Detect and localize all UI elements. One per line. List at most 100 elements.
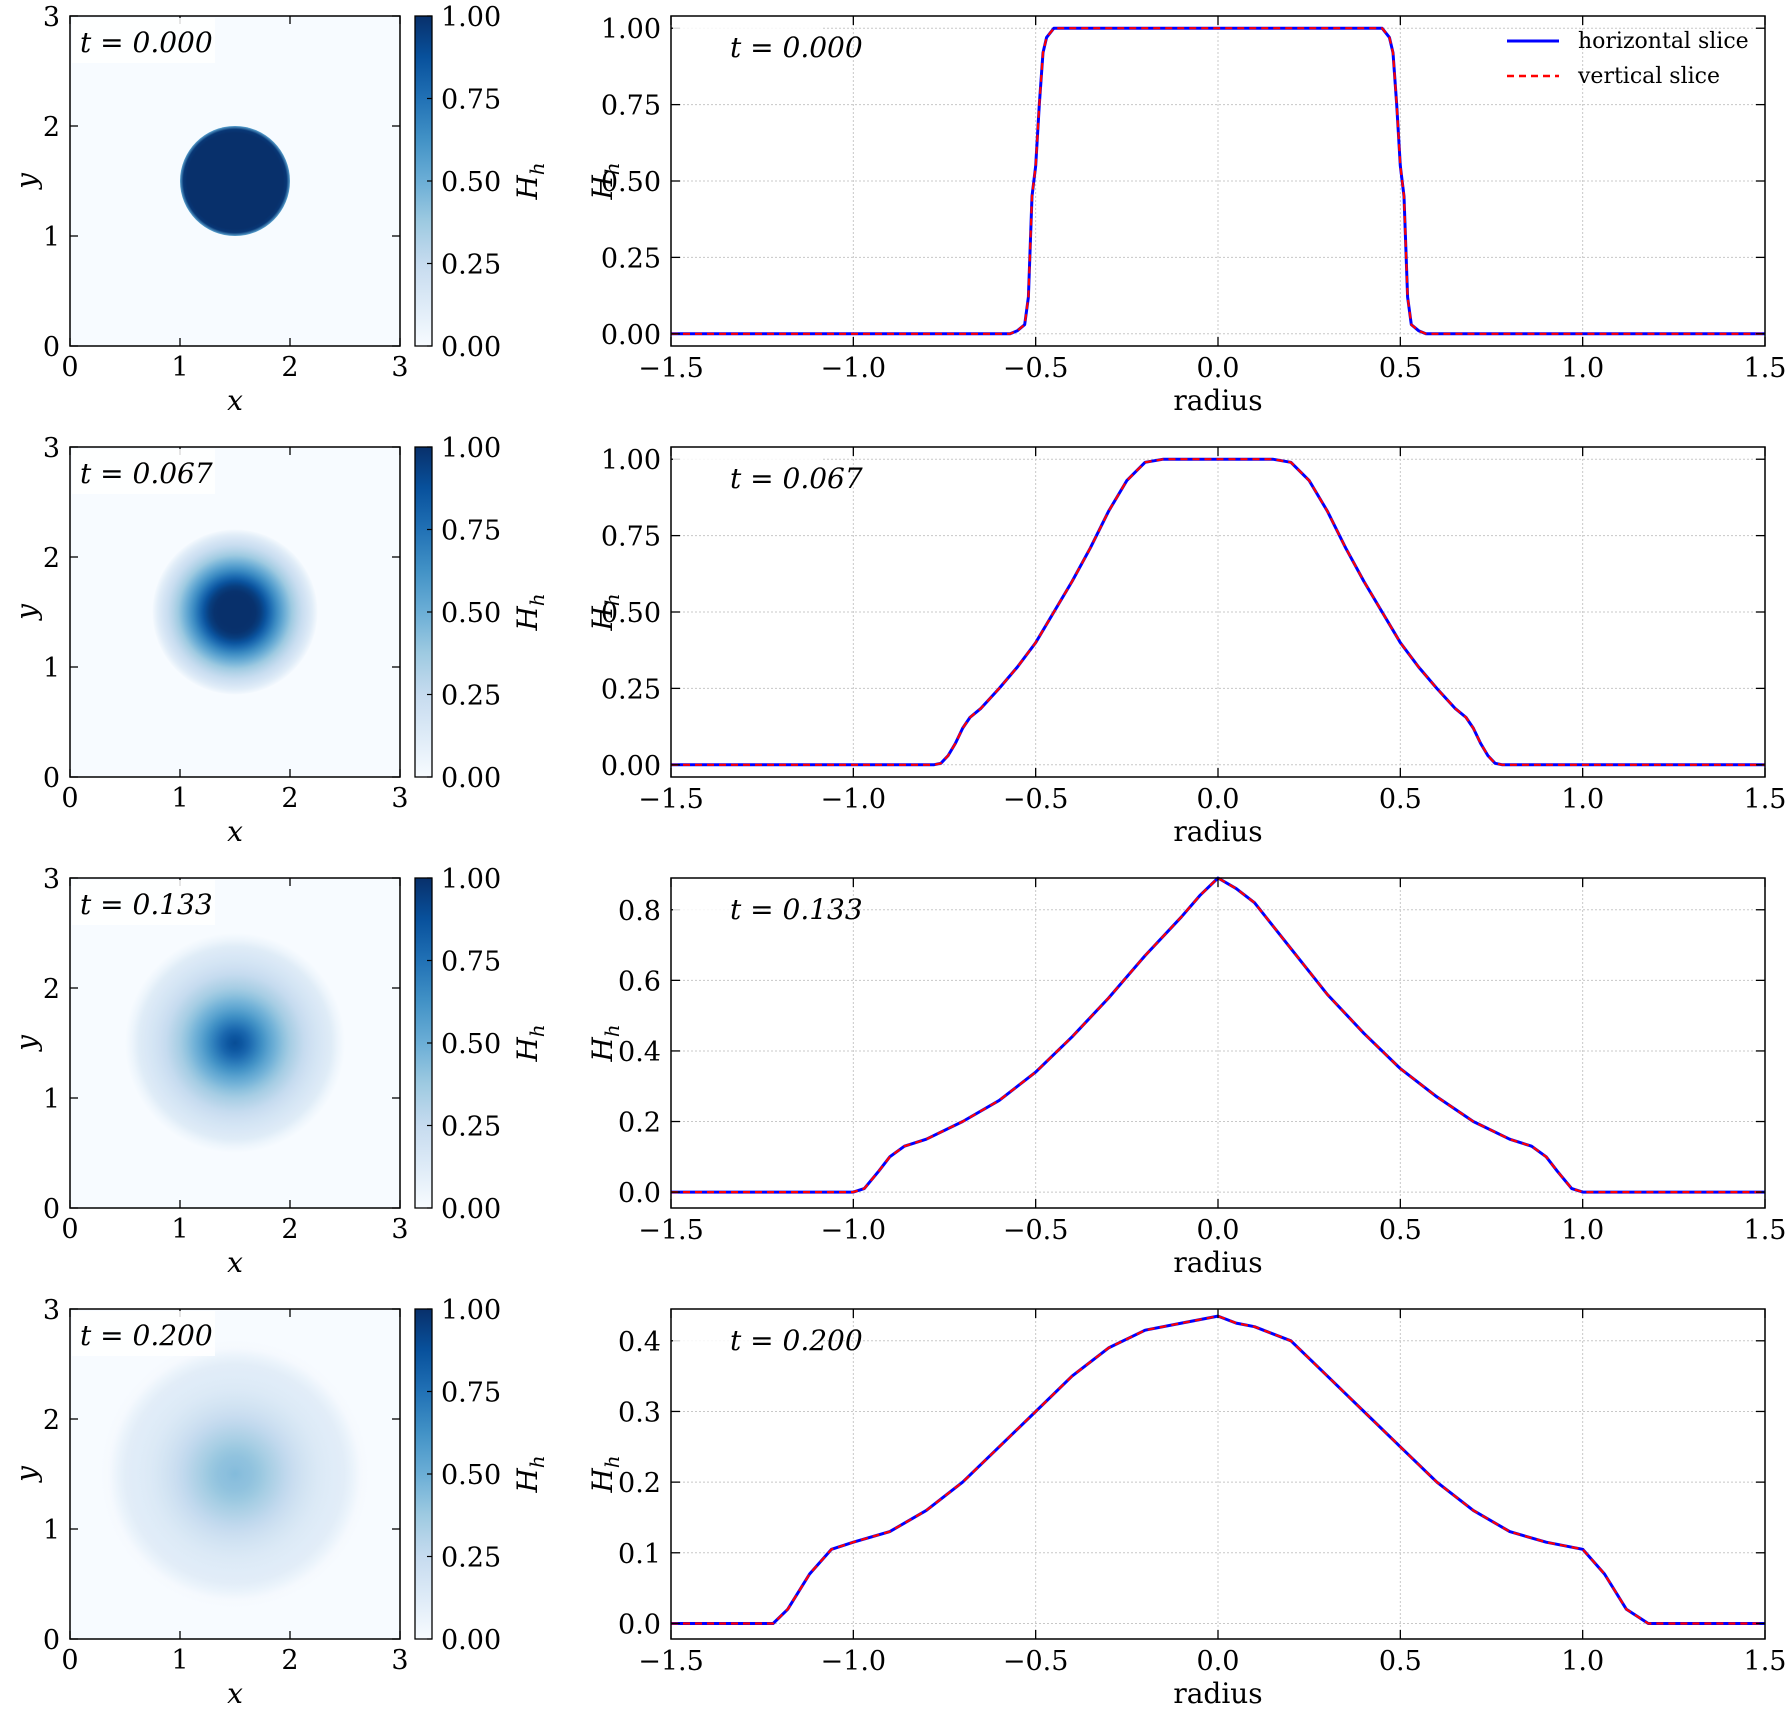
x-tick-label: 0 xyxy=(61,783,78,814)
x-tick-label: 0.5 xyxy=(1379,353,1422,384)
y-tick-label: 1 xyxy=(43,1084,60,1115)
x-axis-label: x xyxy=(227,384,243,417)
y-tick-label: 2 xyxy=(43,112,60,143)
y-tick-label: 3 xyxy=(43,1295,60,1326)
x-tick-label: 2 xyxy=(281,352,298,383)
x-tick-label: −1.5 xyxy=(638,784,704,815)
y-tick-label: 1 xyxy=(43,222,60,253)
x-tick-label: −0.5 xyxy=(1003,353,1069,384)
colorbar-label: Hh xyxy=(511,1455,549,1493)
time-label: t = 0.067 xyxy=(730,462,863,495)
time-label-box xyxy=(72,449,215,494)
line-panel-3: −1.5 −1.0 −0.5 0.0 0.5 1.0 1.5 0.0 0.1 0.2 0.3 0.4 r… xyxy=(586,1308,1787,1710)
y-axis-label: y xyxy=(10,603,43,622)
colorbar-tick-label: 1.00 xyxy=(441,2,501,33)
x-tick-label: −1.5 xyxy=(638,1215,704,1246)
colorbar-label: Hh xyxy=(511,1024,549,1062)
y-tick-label: 0.0 xyxy=(618,1178,661,1209)
y-axis-label: Hh xyxy=(586,593,624,631)
y-tick-label: 0.2 xyxy=(618,1108,661,1139)
time-label: t = 0.067 xyxy=(80,457,213,490)
y-tick-label: 0.1 xyxy=(618,1539,661,1570)
colorbar-tick-label: 1.00 xyxy=(441,864,501,895)
colorbar-tick-label: 0.75 xyxy=(441,1378,501,1409)
legend: horizontal slice vertical slice xyxy=(1507,29,1749,89)
x-tick-label: 1.5 xyxy=(1744,1646,1787,1677)
y-tick-label: 0.00 xyxy=(601,751,661,782)
x-tick-label: 0.5 xyxy=(1379,784,1422,815)
x-axis-label: radius xyxy=(1173,384,1262,417)
x-tick-label: −0.5 xyxy=(1003,1646,1069,1677)
heatmap-blob xyxy=(125,933,345,1153)
y-tick-label: 0.0 xyxy=(618,1609,661,1640)
x-tick-label: −0.5 xyxy=(1003,1215,1069,1246)
x-tick-label: 2 xyxy=(281,1214,298,1245)
x-tick-label: −1.0 xyxy=(821,784,887,815)
y-tick-label: 3 xyxy=(43,864,60,895)
x-tick-label: 1 xyxy=(171,352,188,383)
y-tick-label: 0.4 xyxy=(618,1037,661,1068)
y-tick-label: 1.00 xyxy=(601,445,661,476)
line-panel-2: −1.5 −1.0 −0.5 0.0 0.5 1.0 1.5 0.0 0.2 0.4 0.6 0.8 r… xyxy=(586,876,1786,1279)
time-label-box xyxy=(72,18,215,63)
x-tick-label: −1.5 xyxy=(638,1646,704,1677)
colorbar-tick-label: 0.50 xyxy=(441,1029,501,1060)
colorbar-tick-label: 0.00 xyxy=(441,332,501,363)
y-tick-label: 0.3 xyxy=(618,1397,661,1428)
series-vertical-slice xyxy=(671,876,1765,1194)
x-tick-label: 1.0 xyxy=(1561,1215,1604,1246)
heatmap-frame xyxy=(69,1308,401,1640)
x-axis-label: x xyxy=(227,1677,243,1710)
x-tick-label: 3 xyxy=(391,1214,408,1245)
colorbar-tick-label: 0.25 xyxy=(441,681,501,712)
time-label: t = 0.000 xyxy=(730,31,863,64)
y-axis-label: y xyxy=(10,1465,43,1484)
colorbar-tick-label: 0.25 xyxy=(441,1112,501,1143)
y-tick-label: 1 xyxy=(43,653,60,684)
y-tick-label: 1.00 xyxy=(601,14,661,45)
x-axis-label: x xyxy=(227,1246,243,1279)
y-tick-label: 0.6 xyxy=(618,966,661,997)
heatmap-panel-2: 0 1 2 3 0 1 2 3 x y t = 0.133 0.00 0.25 0.50 0.75 1.00 H… xyxy=(10,864,549,1279)
series-vertical-slice xyxy=(671,1314,1765,1625)
legend-label-vertical: vertical slice xyxy=(1577,64,1720,89)
x-axis-label: radius xyxy=(1173,1246,1262,1279)
y-tick-label: 2 xyxy=(43,974,60,1005)
heatmap-frame xyxy=(69,877,401,1209)
x-tick-label: 1.0 xyxy=(1561,1646,1604,1677)
y-tick-label: 0.2 xyxy=(618,1468,661,1499)
x-tick-label: 1 xyxy=(171,783,188,814)
x-tick-label: 1 xyxy=(171,1214,188,1245)
time-label-box xyxy=(673,449,823,494)
x-tick-label: −1.0 xyxy=(821,1646,887,1677)
time-label: t = 0.133 xyxy=(80,888,213,921)
time-label-box xyxy=(673,1311,823,1356)
x-axis-label: x xyxy=(227,815,243,848)
line-panel-1: −1.5 −1.0 −0.5 0.0 0.5 1.0 1.5 0.00 0.25 0.50 0.75… xyxy=(586,445,1786,848)
y-tick-label: 2 xyxy=(43,543,60,574)
x-tick-label: 1.5 xyxy=(1744,784,1787,815)
heatmap-frame xyxy=(69,15,401,347)
time-label-box xyxy=(72,880,215,925)
legend-label-horizontal: horizontal slice xyxy=(1578,29,1749,54)
line-panel-0: −1.5 −1.0 −0.5 0.0 0.5 1.0 1.5 0.00 0.25 0.50 0.75… xyxy=(586,14,1786,417)
y-tick-label: 0.50 xyxy=(601,598,661,629)
x-tick-label: 2 xyxy=(281,1645,298,1676)
time-label: t = 0.200 xyxy=(80,1319,213,1352)
x-tick-label: 3 xyxy=(391,783,408,814)
y-tick-label: 0.25 xyxy=(601,243,661,274)
y-tick-label: 0.25 xyxy=(601,674,661,705)
heatmap-frame xyxy=(69,446,401,778)
colorbar-label: Hh xyxy=(511,162,549,200)
colorbar-tick-label: 0.00 xyxy=(441,763,501,794)
x-tick-label: 0.5 xyxy=(1379,1215,1422,1246)
colorbar-tick-label: 0.75 xyxy=(441,516,501,547)
x-tick-label: 2 xyxy=(281,783,298,814)
colorbar-tick-label: 0.25 xyxy=(441,250,501,281)
y-tick-label: 2 xyxy=(43,1405,60,1436)
y-axis-label: y xyxy=(10,172,43,191)
y-tick-label: 3 xyxy=(43,2,60,33)
y-axis-label: Hh xyxy=(586,1455,624,1493)
x-tick-label: 0.5 xyxy=(1379,1646,1422,1677)
y-axis-label: Hh xyxy=(586,1024,624,1062)
